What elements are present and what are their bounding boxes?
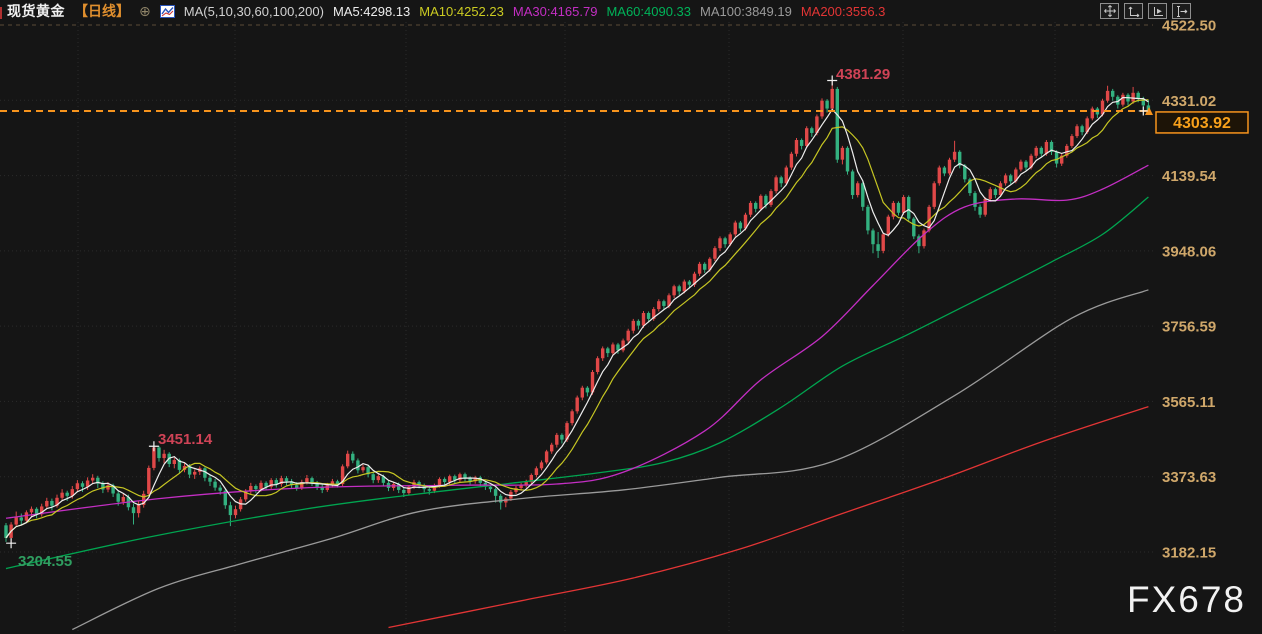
ma-line-ma10 <box>5 99 1149 539</box>
ma60-value: MA60:4090.33 <box>606 3 692 19</box>
ma10-value: MA10:4252.23 <box>419 3 504 19</box>
ma-settings-label: MA(5,10,30,60,100,200) <box>183 3 324 19</box>
price-annotation: 4381.29 <box>836 66 890 83</box>
current-price-value: 4303.92 <box>1173 115 1231 132</box>
y-axis-label: 4331.02 <box>1162 93 1216 110</box>
y-axis-labels: 4522.50 4331.02 4139.54 3948.06 3756.59 3565.… <box>1162 18 1217 562</box>
ma100-value: MA100:3849.19 <box>700 3 792 19</box>
ma5-value: MA5:4298.13 <box>332 3 411 19</box>
edge-artifact <box>0 7 2 19</box>
fx678-watermark: FX678 <box>1127 579 1246 620</box>
current-price-box <box>1155 111 1249 134</box>
annotations: 4381.29 3451.14 3204.55 <box>6 66 890 570</box>
price-annotation: 3204.55 <box>18 553 72 570</box>
y-axis-label: 3565.11 <box>1162 394 1215 411</box>
y-axis-label: 3373.63 <box>1162 469 1216 486</box>
ma-line-ma5 <box>5 96 1149 539</box>
y-axis-label: 3756.59 <box>1162 319 1216 336</box>
chart-type-icon[interactable] <box>159 4 175 18</box>
axis-play-tool-icon[interactable] <box>1148 3 1167 19</box>
ma-line-ma30 <box>5 164 1149 519</box>
y-axis-label: 3948.06 <box>1162 243 1216 260</box>
watermark: FX678 <box>1127 579 1246 620</box>
crosshair-tool-icon[interactable] <box>1100 3 1119 19</box>
price-marker-arrow <box>1145 106 1153 115</box>
pan-right-tool-icon[interactable] <box>1172 3 1191 19</box>
symbol-name: 现货黄金 <box>7 3 65 19</box>
last-price-cross <box>1138 106 1148 116</box>
ma30-value: MA30:4165.79 <box>512 3 598 19</box>
extreme-cross-marker <box>827 75 838 86</box>
timeframe-label: 【日线】 <box>74 3 130 19</box>
ma-line-ma60 <box>5 196 1149 570</box>
price-tag: 4303.92 <box>1155 111 1249 134</box>
chart-toolbar <box>1100 3 1191 19</box>
extreme-cross-marker <box>6 538 17 549</box>
price-annotation: 3451.14 <box>158 431 213 448</box>
ma-line-ma200 <box>388 405 1149 629</box>
extreme-cross-marker <box>148 441 159 452</box>
axis-scale-tool-icon[interactable] <box>1124 3 1143 19</box>
y-axis-label: 4139.54 <box>1162 168 1217 185</box>
chart-header: 现货黄金 【日线】 ⊕ MA(5,10,30,60,100,200) MA5:4… <box>0 0 1262 22</box>
ma200-value: MA200:3556.3 <box>800 3 886 19</box>
ma-lines <box>5 96 1149 631</box>
y-axis-label: 3182.15 <box>1162 544 1216 561</box>
y-axis-label: 4522.50 <box>1162 18 1216 35</box>
current-price-line <box>0 106 1153 116</box>
expand-icon[interactable]: ⊕ <box>139 3 151 19</box>
ma-line-ma100 <box>72 289 1149 631</box>
